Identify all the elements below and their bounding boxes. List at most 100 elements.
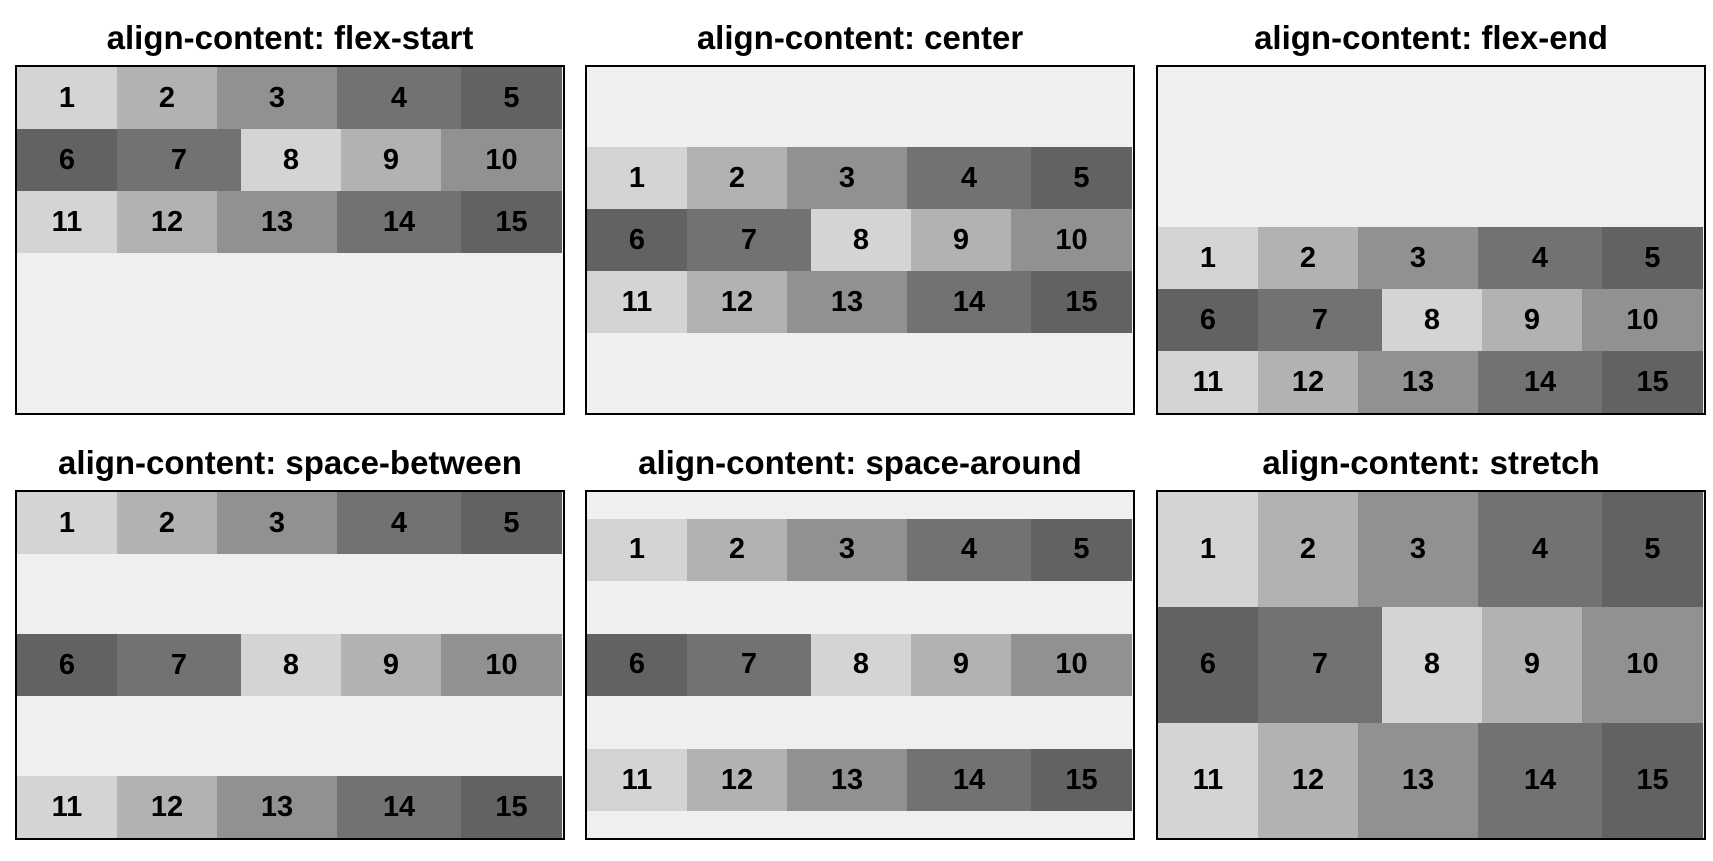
flex-item-10: 10	[1011, 209, 1132, 271]
flex-item-11: 11	[1158, 722, 1258, 838]
panel-flex-start: align-content: flex-start 1 2 3 4 5 6 7 8 9 10 11 1…	[15, 16, 565, 431]
flex-item-14: 14	[907, 749, 1031, 812]
flex-item-13: 13	[217, 776, 337, 838]
flex-container: 1 2 3 4 5 6 7 8 9 10 11 12 13 14 15	[1156, 65, 1706, 415]
flex-item-15: 15	[1602, 351, 1703, 413]
flex-item-9: 9	[911, 209, 1011, 271]
flex-item-3: 3	[217, 67, 337, 129]
flex-item-11: 11	[587, 749, 687, 812]
flex-item-5: 5	[1602, 492, 1703, 608]
flex-item-14: 14	[1478, 722, 1602, 838]
flex-item-3: 3	[787, 518, 907, 581]
flex-item-7: 7	[687, 209, 811, 271]
flex-item-2: 2	[1258, 227, 1358, 289]
flex-item-1: 1	[1158, 492, 1258, 608]
flex-item-12: 12	[117, 776, 217, 838]
panel-title: align-content: space-around	[638, 444, 1082, 481]
flex-item-5: 5	[461, 67, 562, 129]
flex-item-4: 4	[907, 147, 1031, 209]
flex-item-7: 7	[117, 129, 241, 191]
flex-item-12: 12	[1258, 351, 1358, 413]
flex-item-7: 7	[1258, 607, 1382, 723]
flex-container: 1 2 3 4 5 6 7 8 9 10 11 12 13 14 15	[15, 65, 565, 415]
flex-item-15: 15	[1031, 749, 1132, 812]
flex-item-6: 6	[587, 633, 687, 696]
flex-item-12: 12	[687, 271, 787, 333]
flex-item-1: 1	[17, 492, 117, 554]
flex-container: 1 2 3 4 5 6 7 8 9 10 11 12 13 14 15	[15, 490, 565, 840]
flex-item-11: 11	[587, 271, 687, 333]
flex-item-1: 1	[587, 147, 687, 209]
flex-item-12: 12	[687, 749, 787, 812]
flex-item-13: 13	[1358, 351, 1478, 413]
flex-item-15: 15	[1602, 722, 1703, 838]
flex-item-9: 9	[341, 634, 441, 696]
flex-item-15: 15	[1031, 271, 1132, 333]
flex-item-9: 9	[911, 633, 1011, 696]
flex-item-6: 6	[17, 129, 117, 191]
panel-space-around: align-content: space-around 1 2 3 4 5 6 7 8 9 10 1…	[585, 441, 1135, 856]
panel-title: align-content: center	[696, 19, 1024, 56]
flex-item-14: 14	[337, 776, 461, 838]
flex-item-6: 6	[587, 209, 687, 271]
flex-item-2: 2	[117, 67, 217, 129]
flex-item-2: 2	[117, 492, 217, 554]
flex-item-3: 3	[1358, 492, 1478, 608]
flex-item-4: 4	[337, 492, 461, 554]
flex-item-4: 4	[907, 518, 1031, 581]
flex-container: 1 2 3 4 5 6 7 8 9 10 11 12 13 14 15	[1156, 490, 1706, 840]
flex-item-10: 10	[1011, 633, 1132, 696]
flex-item-10: 10	[441, 129, 562, 191]
flex-item-10: 10	[1582, 289, 1703, 351]
flex-item-6: 6	[1158, 607, 1258, 723]
flex-container: 1 2 3 4 5 6 7 8 9 10 11 12 13 14 15	[585, 65, 1135, 415]
flex-item-11: 11	[17, 776, 117, 838]
panel-title: align-content: flex-start	[106, 19, 474, 56]
panel-flex-end: align-content: flex-end 1 2 3 4 5 6 7 8 9 10 11 12 1…	[1156, 16, 1706, 431]
panel-stretch: align-content: stretch 1 2 3 4 5 6 7 8 9 10 11 12 13…	[1156, 441, 1706, 856]
flex-item-9: 9	[1482, 607, 1582, 723]
flex-item-12: 12	[117, 191, 217, 253]
flex-item-7: 7	[687, 633, 811, 696]
flex-item-5: 5	[1031, 147, 1132, 209]
flex-item-15: 15	[461, 776, 562, 838]
flex-item-15: 15	[461, 191, 562, 253]
flex-item-2: 2	[687, 518, 787, 581]
flex-item-11: 11	[1158, 351, 1258, 413]
flex-item-6: 6	[1158, 289, 1258, 351]
panel-center: align-content: center 1 2 3 4 5 6 7 8 9 10 11 12 13 1…	[585, 16, 1135, 431]
flex-item-1: 1	[17, 67, 117, 129]
panel-title: align-content: space-between	[58, 444, 522, 481]
flex-item-2: 2	[687, 147, 787, 209]
flex-item-7: 7	[117, 634, 241, 696]
flex-item-10: 10	[1582, 607, 1703, 723]
flex-item-1: 1	[587, 518, 687, 581]
flex-item-1: 1	[1158, 227, 1258, 289]
flex-item-3: 3	[787, 147, 907, 209]
flex-item-8: 8	[241, 634, 341, 696]
flex-item-13: 13	[1358, 722, 1478, 838]
flex-item-14: 14	[337, 191, 461, 253]
flex-item-10: 10	[441, 634, 562, 696]
flex-item-8: 8	[241, 129, 341, 191]
flex-item-5: 5	[461, 492, 562, 554]
flex-item-12: 12	[1258, 722, 1358, 838]
flex-item-14: 14	[1478, 351, 1602, 413]
flex-item-8: 8	[811, 209, 911, 271]
panel-title: align-content: flex-end	[1254, 19, 1608, 56]
flex-item-4: 4	[337, 67, 461, 129]
flex-item-8: 8	[811, 633, 911, 696]
flex-item-13: 13	[787, 271, 907, 333]
panel-title: align-content: stretch	[1262, 444, 1600, 481]
flex-item-2: 2	[1258, 492, 1358, 608]
flex-item-4: 4	[1478, 227, 1602, 289]
flex-item-14: 14	[907, 271, 1031, 333]
flex-item-3: 3	[1358, 227, 1478, 289]
flex-container: 1 2 3 4 5 6 7 8 9 10 11 12 13 14 15	[585, 490, 1135, 840]
flex-item-5: 5	[1031, 518, 1132, 581]
flex-item-13: 13	[787, 749, 907, 812]
flex-item-11: 11	[17, 191, 117, 253]
panel-space-between: align-content: space-between 1 2 3 4 5 6 7 8 9 10…	[15, 441, 565, 856]
flex-item-9: 9	[1482, 289, 1582, 351]
